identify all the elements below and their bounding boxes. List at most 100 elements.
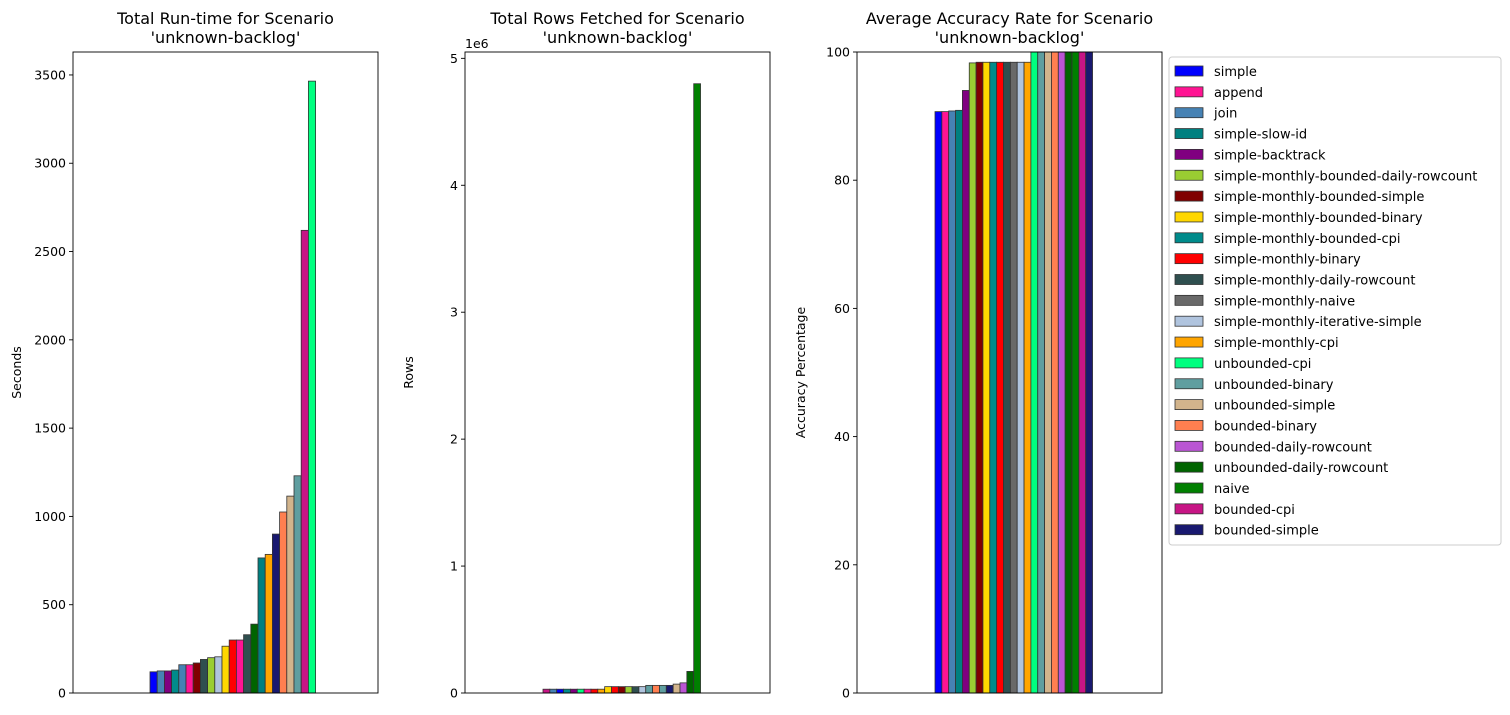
bar — [590, 688, 599, 694]
bar — [672, 683, 681, 694]
bar — [556, 688, 564, 694]
bar — [1064, 51, 1073, 694]
bar — [982, 61, 991, 694]
bar — [604, 686, 612, 694]
bar — [171, 669, 180, 694]
y-tick-label: 3 — [450, 305, 458, 320]
legend-label: simple-backtrack — [1214, 148, 1326, 163]
legend-entry: simple-monthly-naive — [1174, 294, 1355, 309]
legend-label: simple-slow-id — [1214, 128, 1307, 143]
legend-entry: simple-slow-id — [1174, 128, 1307, 143]
legend-entry: unbounded-daily-rowcount — [1174, 461, 1388, 476]
y-tick-label: 100 — [826, 45, 850, 60]
y-tick-label: 5 — [450, 51, 458, 66]
legend-swatch — [1174, 274, 1204, 285]
legend-label: append — [1214, 86, 1263, 101]
y-offset-label: 1e6 — [465, 36, 489, 51]
y-tick-label: 500 — [42, 597, 66, 612]
legend-label: simple-monthly-bounded-daily-rowcount — [1214, 169, 1477, 184]
legend-entry: unbounded-cpi — [1174, 357, 1311, 372]
legend-swatch — [1174, 461, 1204, 473]
bar — [597, 688, 606, 694]
bar — [156, 670, 165, 694]
y-tick-label: 0 — [58, 686, 66, 701]
bar — [192, 662, 201, 694]
bar — [549, 688, 558, 694]
bar — [1016, 61, 1025, 694]
bar — [542, 688, 551, 694]
y-tick-label: 0 — [450, 686, 458, 701]
legend-entry: simple-monthly-iterative-simple — [1174, 315, 1422, 330]
legend-label: simple-monthly-daily-rowcount — [1214, 274, 1415, 289]
bar — [1003, 61, 1011, 694]
y-tick-label: 20 — [834, 557, 850, 572]
legend-swatch — [1174, 107, 1204, 119]
bar — [659, 684, 667, 694]
chart-title: Total Rows Fetched for Scenario'unknown-… — [489, 9, 744, 47]
legend-entry: simple-monthly-cpi — [1174, 336, 1339, 351]
legend-entry: bounded-daily-rowcount — [1174, 440, 1372, 455]
legend-entry: unbounded-simple — [1174, 399, 1335, 414]
legend-swatch — [1174, 315, 1204, 327]
bar — [271, 533, 280, 694]
bar — [570, 688, 578, 694]
bar — [257, 557, 266, 694]
legend-label: unbounded-simple — [1214, 399, 1335, 414]
legend-label: unbounded-daily-rowcount — [1214, 461, 1388, 476]
y-tick-label: 60 — [834, 301, 850, 316]
legend-label: join — [1213, 107, 1237, 122]
bar — [955, 109, 963, 694]
bar — [624, 686, 633, 694]
legend-entry: simple — [1174, 65, 1257, 80]
y-tick-label: 1 — [450, 559, 458, 574]
bar — [962, 90, 970, 694]
legend-label: bounded-binary — [1214, 419, 1317, 434]
legend-label: unbounded-cpi — [1214, 357, 1311, 372]
legend-swatch — [1174, 148, 1204, 160]
chart-panel-2: 0 1 2 3 4 5 1e6 Rows Total Rows Fetched for Scen… — [401, 9, 771, 701]
bar — [968, 62, 977, 694]
bar — [693, 83, 701, 694]
legend-entry: bounded-binary — [1174, 419, 1317, 434]
bar — [934, 111, 943, 694]
bar — [989, 61, 998, 694]
legend-swatch — [1174, 357, 1204, 369]
y-axis-label: Rows — [401, 356, 416, 389]
legend-label: simple-monthly-cpi — [1214, 336, 1339, 351]
legend-entry: simple-monthly-bounded-daily-rowcount — [1174, 169, 1477, 184]
legend-label: bounded-simple — [1214, 524, 1319, 539]
legend-entry: append — [1174, 86, 1263, 101]
legend-entry: simple-monthly-bounded-cpi — [1174, 232, 1400, 247]
bar — [250, 623, 259, 694]
legend-label: simple-monthly-bounded-binary — [1214, 211, 1423, 226]
y-tick-label: 1500 — [34, 421, 66, 436]
legend-swatch — [1174, 524, 1204, 536]
bar — [307, 80, 316, 694]
legend-swatch — [1174, 190, 1204, 202]
legend-swatch — [1174, 169, 1204, 181]
legend-swatch — [1174, 232, 1204, 244]
legend-swatch — [1174, 86, 1204, 98]
legend-label: unbounded-binary — [1214, 378, 1334, 393]
bar — [1078, 51, 1087, 694]
chart-panel-1: 0 500 1000 1500 2000 2500 3000 3500 Seconds Total… — [9, 9, 379, 701]
chart-panel-3: 0 20 40 60 80 100 Accuracy Percentage Average A… — [793, 9, 1163, 701]
legend-swatch — [1174, 378, 1204, 390]
axes-frame — [72, 51, 379, 694]
bar — [293, 475, 302, 694]
y-axis-label: Accuracy Percentage — [793, 307, 808, 439]
bar — [1051, 51, 1059, 694]
bar — [652, 684, 660, 694]
bar — [264, 553, 273, 694]
legend-label: bounded-daily-rowcount — [1214, 440, 1372, 455]
legend-entry: simple-monthly-daily-rowcount — [1174, 274, 1415, 289]
legend-label: simple-monthly-iterative-simple — [1214, 315, 1422, 330]
legend-label: simple-monthly-naive — [1214, 294, 1355, 309]
bar — [243, 634, 252, 694]
bar — [214, 656, 223, 694]
chart-title: Total Run-time for Scenario'unknown-back… — [116, 9, 334, 47]
legend-entry: simple-monthly-binary — [1174, 253, 1361, 268]
y-axis-label: Seconds — [9, 346, 24, 399]
y-tick-label: 3000 — [34, 156, 66, 171]
